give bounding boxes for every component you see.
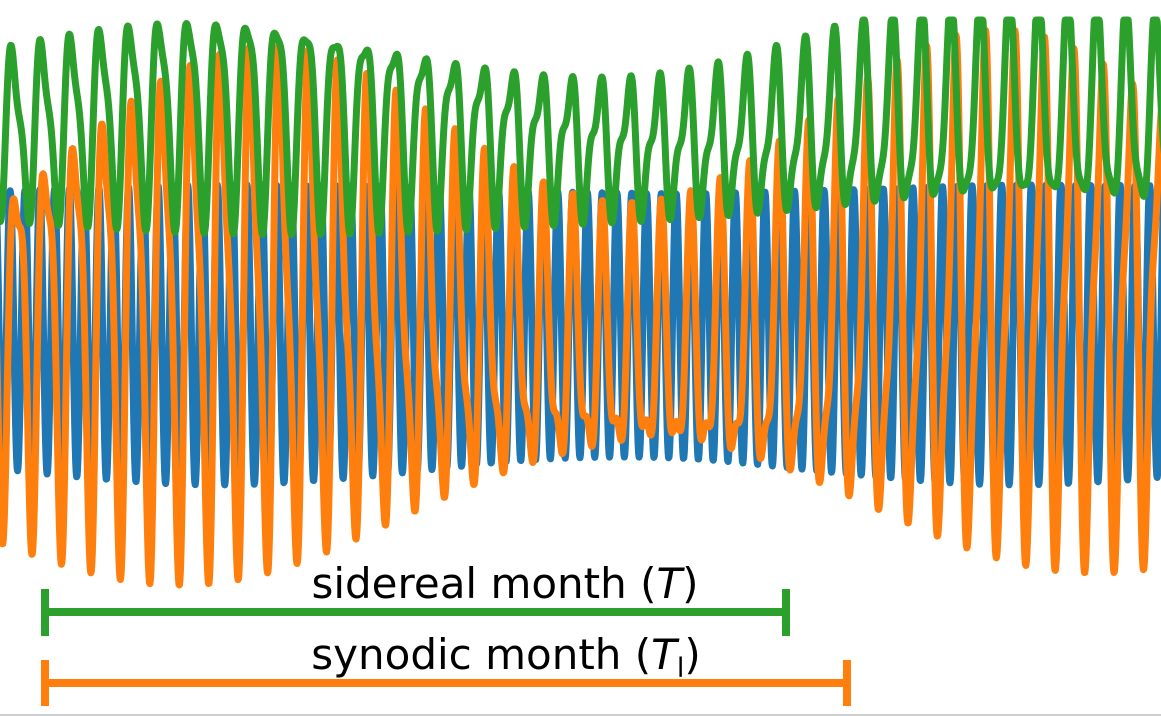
series-line-green [0,16,1161,239]
axis-baseline [0,714,1161,716]
series-line-orange [0,26,1161,589]
synodic-month-label: synodic month (Tl) [311,630,700,684]
synodic-month-annotation: synodic month (Tl) [41,630,851,706]
sidereal-month-annotation: sidereal month (T) [41,559,790,636]
series-layer [0,16,1161,589]
sidereal-month-label: sidereal month (T) [311,559,698,608]
